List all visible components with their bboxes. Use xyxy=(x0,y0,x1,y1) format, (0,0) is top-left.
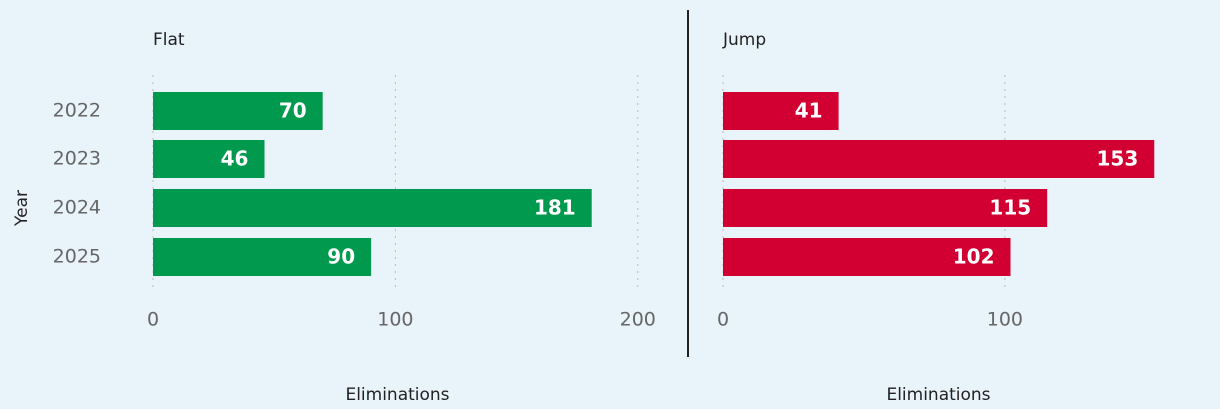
value-label: 90 xyxy=(327,245,355,269)
x-tick-label: 100 xyxy=(377,309,413,331)
bar xyxy=(723,140,1155,178)
chart-title: Flat xyxy=(153,30,185,50)
x-axis-label: Eliminations xyxy=(345,385,449,405)
y-tick-label: 2025 xyxy=(53,246,101,268)
y-tick-label: 2023 xyxy=(53,148,101,170)
y-tick-label: 2024 xyxy=(53,197,101,219)
value-label: 46 xyxy=(221,147,249,171)
x-tick-label: 200 xyxy=(620,309,656,331)
x-tick-label: 0 xyxy=(717,309,729,331)
value-label: 181 xyxy=(534,196,576,220)
bar xyxy=(723,92,839,130)
y-tick-label: 2022 xyxy=(53,100,101,122)
bar xyxy=(153,189,592,227)
value-label: 70 xyxy=(279,99,307,123)
y-axis-label: Year xyxy=(12,190,32,227)
bar xyxy=(153,238,372,276)
value-label: 102 xyxy=(953,245,995,269)
bar xyxy=(153,92,323,130)
bar xyxy=(723,238,1011,276)
x-axis-label: Eliminations xyxy=(886,385,990,405)
value-label: 153 xyxy=(1097,147,1139,171)
bar xyxy=(153,140,265,178)
chart-title: Jump xyxy=(722,30,766,50)
value-label: 41 xyxy=(795,99,823,123)
value-label: 115 xyxy=(989,196,1031,220)
x-tick-label: 100 xyxy=(987,309,1023,331)
x-tick-label: 0 xyxy=(147,309,159,331)
bar xyxy=(723,189,1048,227)
